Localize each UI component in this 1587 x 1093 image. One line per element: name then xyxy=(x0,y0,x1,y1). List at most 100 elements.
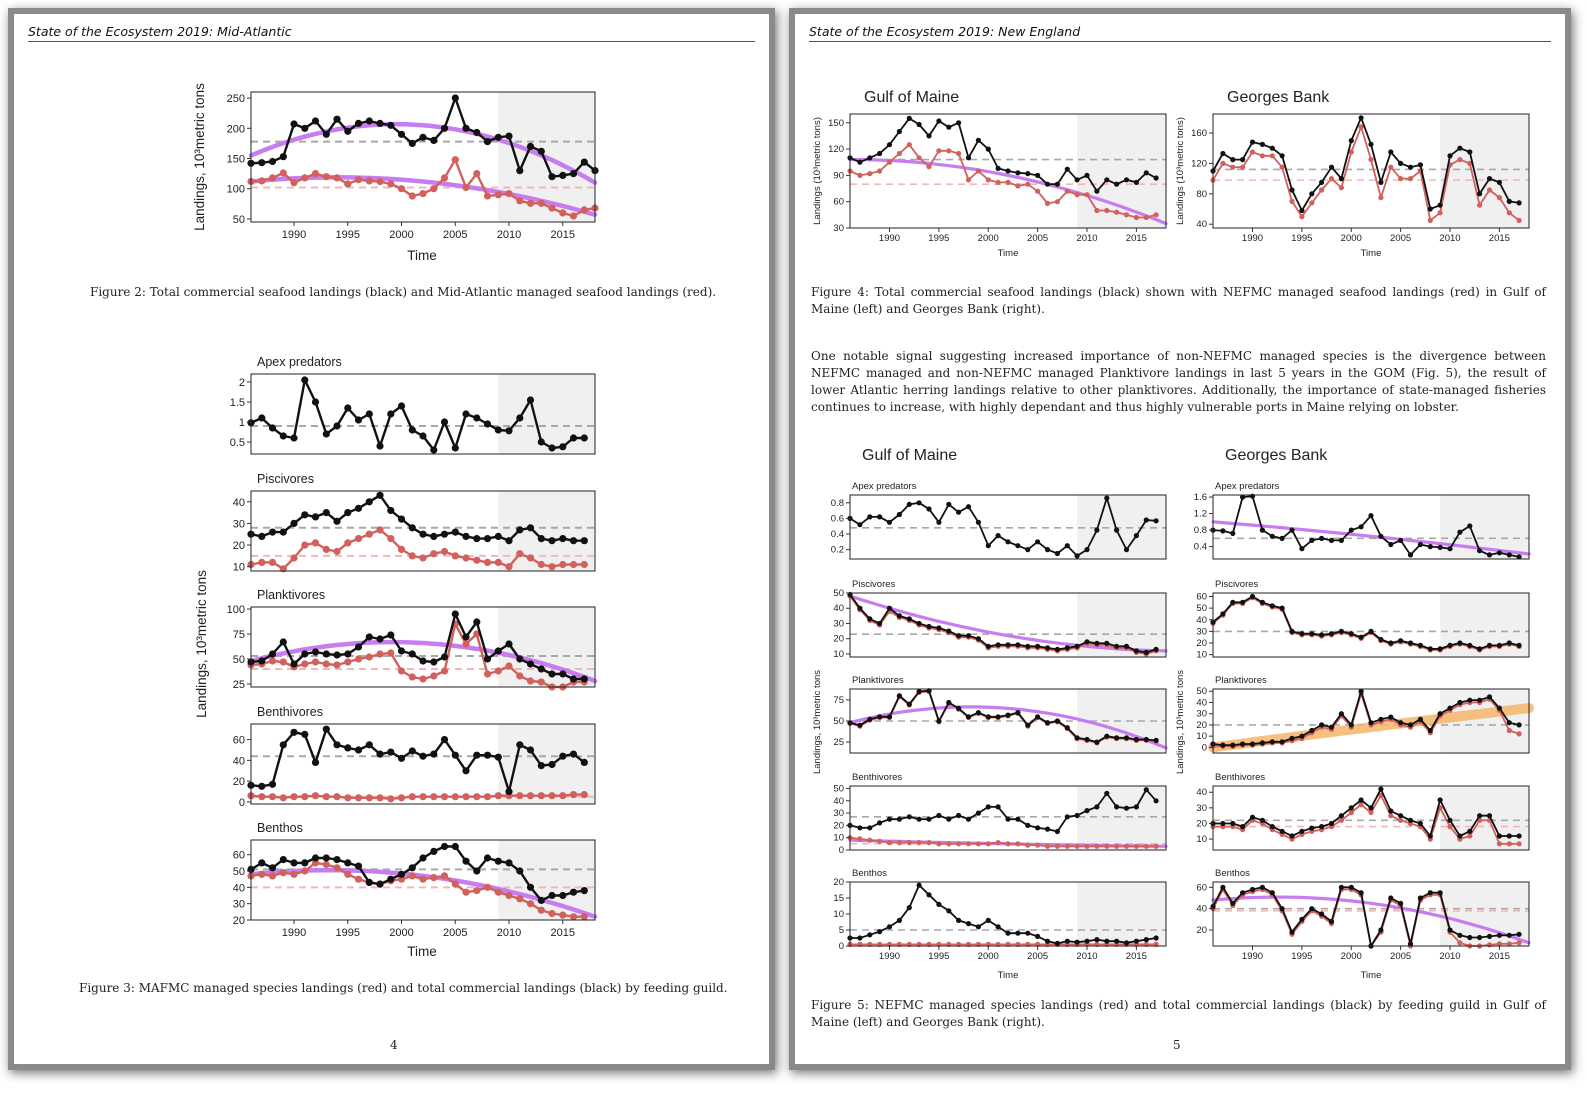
total-data-point xyxy=(322,725,330,733)
total-data-point xyxy=(1338,884,1344,890)
total-data-point xyxy=(857,722,863,728)
total-data-point xyxy=(1220,820,1226,827)
total-data-point xyxy=(1220,884,1226,890)
total-data-point xyxy=(1015,930,1021,936)
total-data-point xyxy=(867,716,873,722)
shaded-recent-period xyxy=(1077,786,1166,850)
total-data-point xyxy=(516,167,524,175)
total-data-point xyxy=(1259,884,1265,890)
managed-data-point xyxy=(311,658,320,666)
total-data-point xyxy=(301,859,309,867)
total-data-point xyxy=(1220,150,1226,157)
total-data-point xyxy=(1506,198,1512,204)
managed-data-point xyxy=(985,841,991,847)
total-data-point xyxy=(322,509,330,517)
y-tick-label: 30 xyxy=(833,808,844,819)
managed-data-point xyxy=(516,895,524,903)
total-data-point xyxy=(906,501,912,507)
total-data-point xyxy=(333,115,341,123)
total-data-point xyxy=(1015,710,1021,716)
y-tick-label: 75 xyxy=(833,695,844,706)
total-data-point xyxy=(1259,817,1265,823)
total-data-point xyxy=(1259,141,1265,147)
total-data-point xyxy=(1486,176,1493,182)
total-data-point xyxy=(537,896,545,905)
total-data-point xyxy=(886,816,893,822)
managed-data-point xyxy=(1015,841,1021,847)
shaded-recent-period xyxy=(1077,114,1166,228)
panel-frame xyxy=(250,373,596,455)
total-data-point xyxy=(451,842,459,851)
managed-data-point xyxy=(1035,188,1041,194)
total-data-point xyxy=(301,124,309,132)
total-data-point xyxy=(1358,797,1364,803)
total-data-point xyxy=(906,905,912,911)
managed-data-point xyxy=(419,793,427,801)
total-data-point xyxy=(1477,548,1483,554)
y-tick-label: 25 xyxy=(233,679,245,691)
total-data-point xyxy=(483,655,492,663)
total-data-point xyxy=(1035,933,1041,939)
total-data-point xyxy=(526,142,535,150)
total-data-point xyxy=(936,718,942,724)
total-data-point xyxy=(1447,546,1453,552)
total-data-point xyxy=(258,782,266,790)
total-data-point xyxy=(526,524,535,532)
total-data-point xyxy=(451,94,459,102)
managed-data-point xyxy=(916,840,922,846)
total-data-point xyxy=(1230,157,1236,163)
y-tick-label: 200 xyxy=(227,123,245,135)
total-data-point xyxy=(1486,813,1493,819)
total-data-point xyxy=(1398,720,1404,726)
total-data-point xyxy=(1104,177,1110,183)
managed-data-point xyxy=(1104,843,1110,849)
managed-data-point xyxy=(397,667,406,675)
managed-data-point xyxy=(946,841,952,847)
managed-data-point xyxy=(1015,183,1021,189)
managed-data-point xyxy=(1153,212,1159,218)
total-data-point xyxy=(1114,804,1120,810)
managed-data-point xyxy=(877,838,883,844)
y-tick-label: 30 xyxy=(233,518,245,530)
x-tick-label: 2005 xyxy=(1027,951,1048,962)
y-axis-title: Landings (10³metric tons) xyxy=(1175,117,1186,225)
y-tick-label: 1 xyxy=(239,417,245,429)
y-tick-label: 50 xyxy=(833,716,844,727)
y-tick-label: 25 xyxy=(833,737,844,748)
total-data-point xyxy=(946,501,952,507)
managed-data-point xyxy=(1044,200,1051,206)
x-axis-title: Time xyxy=(407,944,437,959)
managed-data-point xyxy=(1378,195,1384,201)
total-data-point xyxy=(1437,890,1443,896)
total-data-point xyxy=(1417,541,1423,548)
managed-data-point xyxy=(896,150,902,157)
total-data-point xyxy=(1407,640,1414,646)
managed-data-point xyxy=(354,875,363,883)
total-data-point xyxy=(1249,139,1256,145)
managed-data-point xyxy=(322,860,330,869)
managed-data-point xyxy=(505,190,513,198)
y-tick-label: 15 xyxy=(833,893,844,904)
total-data-point xyxy=(494,857,502,865)
managed-data-point xyxy=(505,563,513,571)
total-data-point xyxy=(916,121,922,128)
total-data-point xyxy=(1143,787,1149,793)
total-data-point xyxy=(397,870,406,878)
x-tick-label: 2010 xyxy=(1076,233,1097,244)
total-data-point xyxy=(580,158,588,166)
total-data-point xyxy=(1309,906,1315,912)
managed-data-point xyxy=(569,791,578,799)
total-data-point xyxy=(1269,890,1275,896)
shaded-recent-period xyxy=(1440,786,1529,850)
y-tick-label: 60 xyxy=(833,197,844,208)
panel-frame xyxy=(250,723,596,805)
total-data-point xyxy=(548,444,556,452)
total-data-point xyxy=(1417,642,1423,648)
total-data-point xyxy=(301,511,309,519)
total-data-point xyxy=(580,887,588,895)
y-tick-label: 120 xyxy=(1191,158,1207,169)
total-data-point xyxy=(1309,631,1315,637)
shaded-recent-period xyxy=(498,840,595,920)
total-data-point xyxy=(462,124,470,132)
managed-data-point xyxy=(483,192,492,200)
